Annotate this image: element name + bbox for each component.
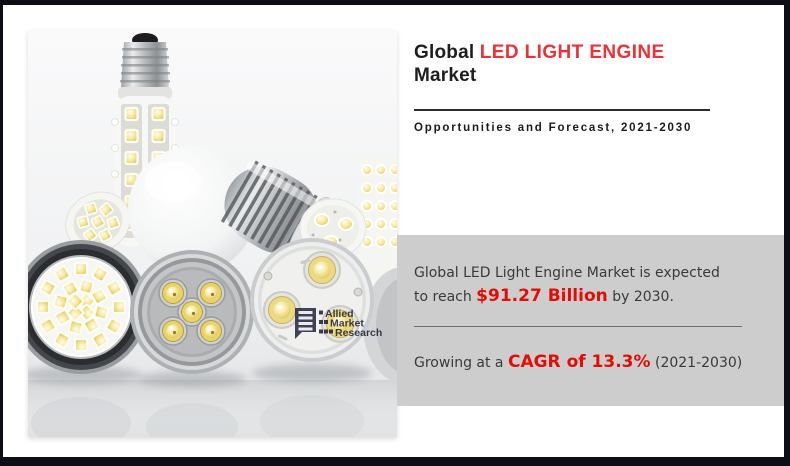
stats-panel: Global LED Light Engine Market is expect… (397, 235, 784, 406)
stats-divider (414, 326, 742, 327)
title-word-market: Market (414, 65, 477, 86)
amr-logo-line3: Research (335, 327, 382, 339)
smd-spotlight (28, 240, 148, 374)
amr-logo-icon (295, 308, 316, 339)
title-highlight: LED LIGHT ENGINE (479, 42, 665, 63)
three-led-spotlight (250, 238, 374, 362)
title-divider (414, 109, 710, 111)
globe-bulb (128, 146, 256, 274)
round-led-spotlight (130, 250, 254, 374)
small-smd-spotlight (65, 191, 131, 253)
contact-shadows (28, 364, 372, 387)
subtitle-forecast-range: Opportunities and Forecast, 2021-2030 (414, 122, 693, 134)
page-title: Global LED LIGHT ENGINE Market (414, 41, 774, 87)
title-word-global: Global (414, 42, 480, 63)
market-size-line2-post: by 2030. (607, 289, 674, 305)
growth-pre: Growing at a (414, 355, 508, 371)
led-bulbs-illustration: Allied Market Research (28, 30, 397, 437)
amr-logo-line1: Allied (325, 308, 354, 320)
growth-statement: Growing at a CAGR of 13.3% (2021-2030) (414, 351, 770, 375)
mirror-reflections (31, 395, 364, 437)
corn-led-bulb-partial (358, 156, 397, 306)
amr-logo-watermark: Allied Market Research (295, 308, 382, 339)
market-size-line2-pre: to reach (414, 289, 477, 305)
growth-post: (2021-2030) (650, 355, 743, 371)
cagr-value: CAGR of 13.3% (507, 352, 651, 372)
market-size-line1: Global LED Light Engine Market is expect… (414, 265, 720, 281)
market-value: $91.27 Billion (476, 286, 608, 306)
heatsink-bulb (220, 160, 333, 267)
led-bulbs-photo: Allied Market Research (28, 30, 397, 437)
floor-reflection-band (28, 380, 397, 437)
market-size-statement: Global LED Light Engine Market is expect… (414, 262, 770, 309)
amr-logo-line2: Market (330, 318, 364, 330)
